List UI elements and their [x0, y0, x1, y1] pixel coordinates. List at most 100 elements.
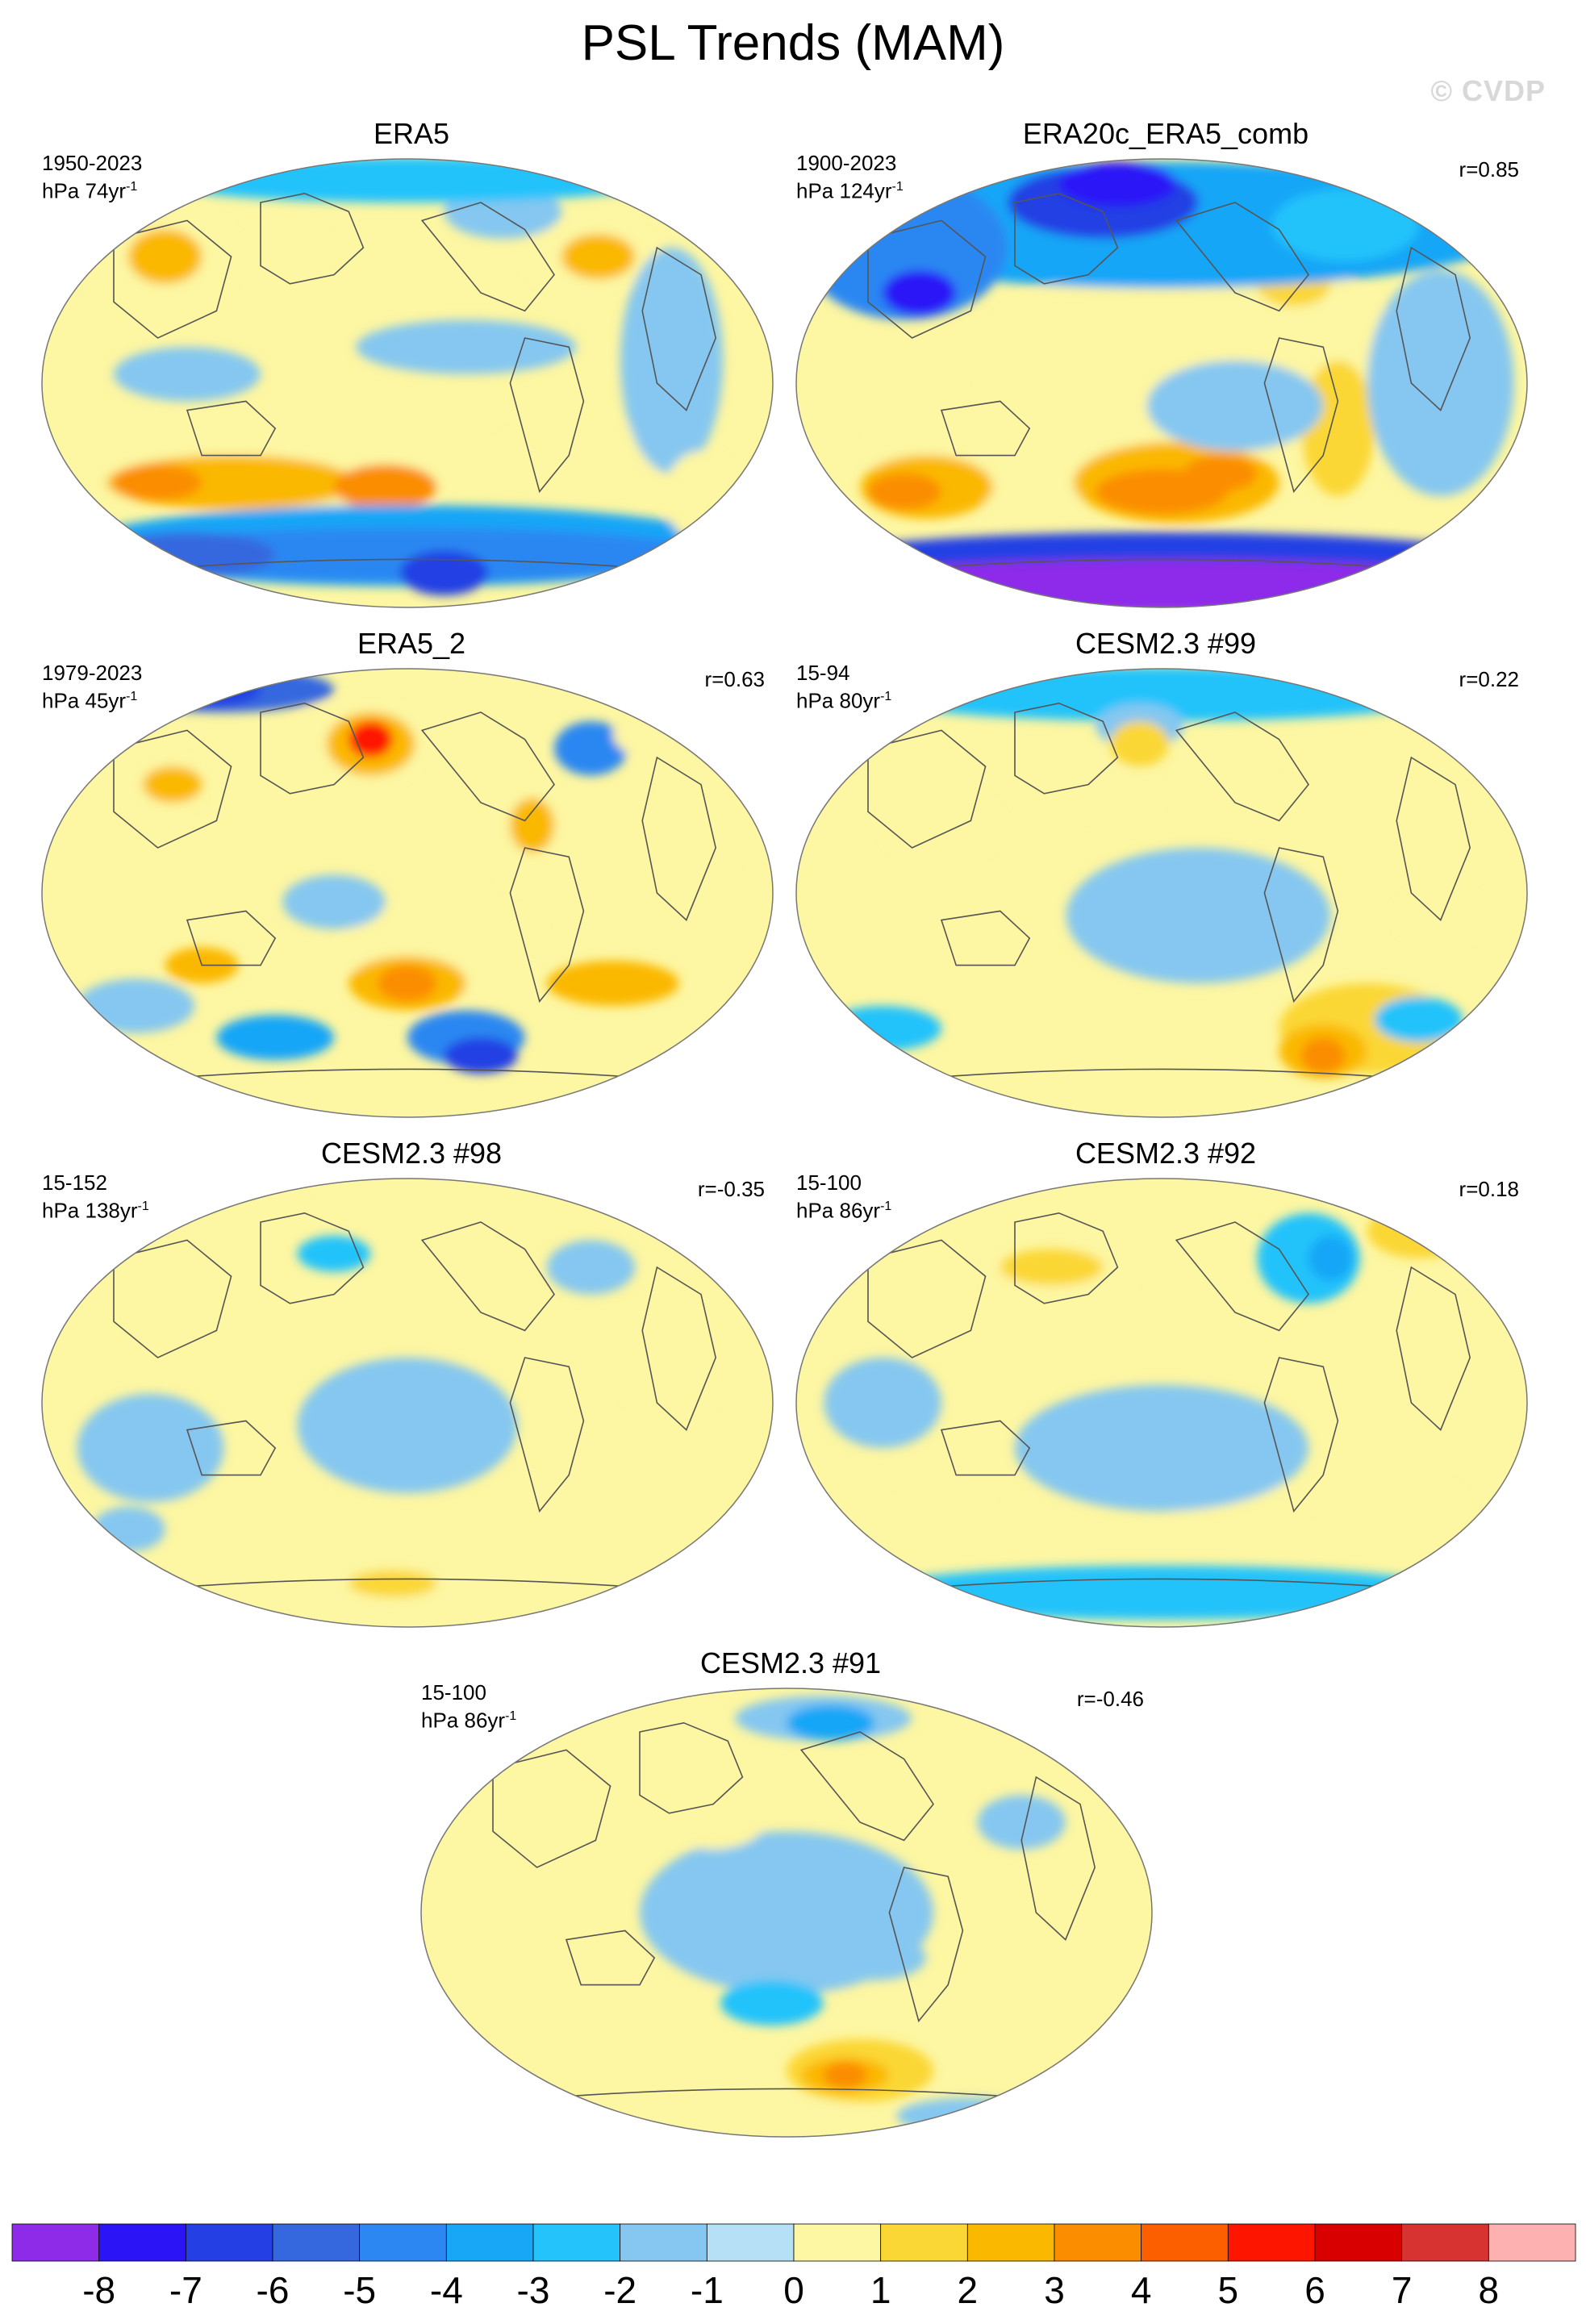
trend-contour — [114, 347, 261, 402]
trend-contour — [664, 451, 738, 541]
colorbar-swatch — [620, 2223, 707, 2262]
trend-contour — [554, 721, 628, 776]
coastline — [1175, 202, 1309, 312]
trend-contour — [150, 159, 665, 202]
coastline — [1014, 1212, 1119, 1304]
map-panel-cesm99: CESM2.3 #99 15-94 hPa 80yr-1 r=0.22 — [795, 627, 1537, 1143]
colorbar-swatch — [793, 2223, 882, 2262]
trend-contour — [334, 464, 437, 510]
coastline — [186, 910, 277, 966]
coastline — [420, 711, 555, 822]
trend-contour — [136, 1190, 312, 1236]
trend-contour — [1271, 189, 1419, 261]
trend-contour — [796, 559, 1527, 607]
map-outline — [795, 158, 1528, 608]
trend-contour — [91, 1506, 165, 1552]
trend-contour — [128, 229, 202, 284]
trend-contour — [495, 419, 672, 492]
trend-contour — [977, 1795, 1066, 1850]
colorbar-tick-label: -8 — [82, 2269, 116, 2311]
panel-correlation: r=0.22 — [1459, 667, 1519, 691]
trend-contour — [1183, 455, 1258, 492]
panel-period: 15-100 — [421, 1680, 486, 1704]
trend-contour — [823, 2061, 868, 2089]
trend-contour — [1300, 361, 1375, 496]
trend-contour — [1367, 270, 1514, 496]
trend-contour — [1286, 766, 1404, 812]
trend-contour — [1066, 848, 1331, 983]
panel-correlation: r=-0.46 — [1076, 1687, 1144, 1711]
units-text: hPa 86yr — [796, 1198, 881, 1223]
colorbar-swatch — [706, 2223, 795, 2262]
units-text: hPa 138yr — [42, 1198, 138, 1223]
panel-title: CESM2.3 #98 — [320, 1137, 503, 1170]
coastline — [1263, 1357, 1339, 1513]
coastline — [1014, 192, 1119, 285]
coastline — [641, 1266, 717, 1431]
colorbar-swatch — [98, 2223, 186, 2262]
colorbar-swatch — [966, 2223, 1055, 2262]
coastline — [1175, 711, 1309, 822]
coastline — [940, 1420, 1031, 1476]
coastline — [260, 702, 365, 795]
map-cesm99 — [795, 668, 1528, 1118]
trend-contour — [297, 1358, 518, 1493]
colorbar-tick-label: -5 — [343, 2269, 377, 2311]
trend-contour — [1058, 161, 1177, 207]
coastline — [509, 1357, 585, 1513]
colorbar-swatch — [1227, 2223, 1316, 2262]
coastline — [420, 1221, 555, 1332]
colorbar-tick-label: 7 — [1391, 2269, 1413, 2311]
trend-contour — [356, 319, 577, 374]
trend-contour — [896, 2097, 1044, 2134]
colorbar-tick-label: 2 — [957, 2269, 979, 2311]
trend-contour — [98, 532, 276, 578]
coastline — [186, 400, 277, 457]
colorbar-tick-label: 3 — [1044, 2269, 1065, 2311]
trend-contour — [1015, 1384, 1308, 1512]
trend-contour — [824, 1006, 941, 1051]
trend-contour — [77, 978, 195, 1033]
trend-contour — [399, 550, 489, 596]
units-text: hPa 74yr — [42, 178, 127, 203]
units-exponent: -1 — [880, 690, 892, 703]
coastline — [639, 1721, 744, 1814]
trend-contour — [500, 2093, 868, 2137]
units-text: hPa 45yr — [42, 688, 127, 713]
trend-contour — [1308, 1235, 1353, 1281]
panel-period: 1979-2023 — [42, 661, 143, 685]
trend-contour — [143, 671, 261, 708]
colorbar-tick-label: -2 — [603, 2269, 637, 2311]
panel-units: hPa 45yr-1 — [42, 685, 137, 713]
panel-title: CESM2.3 #99 — [1075, 627, 1257, 660]
coastline — [186, 1420, 277, 1476]
colorbar-tick-label: -1 — [690, 2269, 724, 2311]
units-exponent: -1 — [880, 1200, 892, 1213]
map-outline — [41, 1178, 774, 1628]
colorbar-swatch — [185, 2223, 273, 2262]
map-outline — [795, 668, 1528, 1118]
colorbar-swatch — [359, 2223, 447, 2262]
trend-contour — [77, 1393, 224, 1503]
coastline — [565, 1930, 656, 1986]
trend-contour — [662, 1795, 765, 1850]
trend-contour — [883, 270, 957, 315]
colorbar-tick-label: 5 — [1217, 2269, 1239, 2311]
coastline — [940, 400, 1031, 457]
coastline — [641, 246, 717, 411]
colorbar-tick-label: 1 — [870, 2269, 891, 2311]
colorbar-swatch — [1054, 2223, 1142, 2262]
trend-contour — [114, 464, 202, 501]
coastline — [641, 756, 717, 921]
trend-contour — [216, 1015, 334, 1061]
coastline — [940, 910, 1031, 966]
trend-contour — [823, 1935, 926, 1980]
panel-correlation: r=0.18 — [1459, 1177, 1519, 1201]
map-panel-era5: ERA5 1950-2023 hPa 74yr-1 — [40, 117, 783, 633]
trend-contour — [510, 798, 554, 853]
units-exponent: -1 — [126, 180, 138, 194]
panel-period: 15-152 — [42, 1170, 107, 1195]
panel-title: ERA5 — [373, 117, 450, 150]
units-text: hPa 124yr — [796, 178, 892, 203]
colorbar-tick-label: -3 — [516, 2269, 550, 2311]
